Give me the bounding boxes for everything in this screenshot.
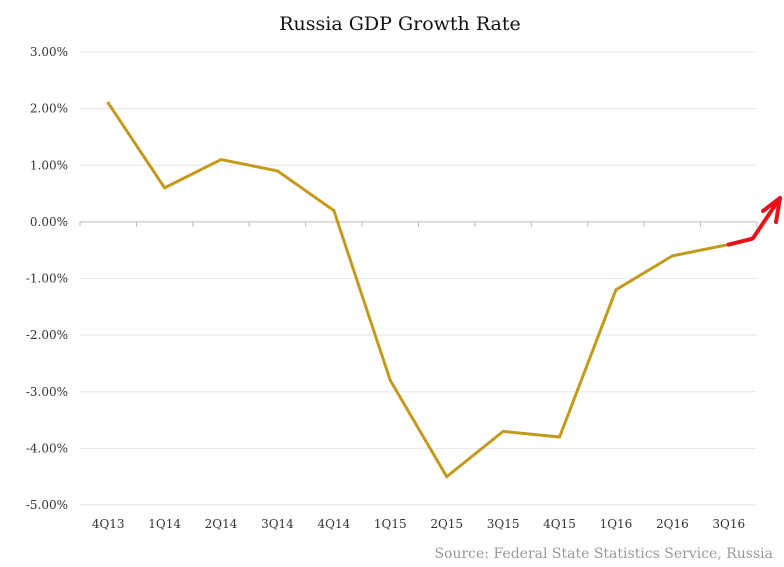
data-point — [501, 429, 505, 433]
chart-title: Russia GDP Growth Rate — [279, 13, 521, 35]
x-tick-label: 4Q13 — [92, 517, 125, 531]
x-tick-label: 2Q15 — [430, 517, 463, 531]
arrow-head — [761, 196, 782, 224]
x-tick-label: 3Q15 — [487, 517, 520, 531]
y-tick-label: 0.00% — [30, 215, 68, 229]
arrow-shaft — [726, 196, 782, 247]
data-point — [388, 378, 392, 382]
data-point — [219, 158, 223, 162]
data-point — [445, 475, 449, 479]
red-arrow-annotation — [726, 196, 782, 247]
x-tick-label: 1Q14 — [148, 517, 181, 531]
y-tick-label: 3.00% — [30, 45, 68, 59]
source-note: Source: Federal State Statistics Service… — [434, 546, 773, 562]
y-tick-label: -1.00% — [26, 272, 68, 286]
data-point — [614, 288, 618, 292]
y-tick-label: -4.00% — [26, 441, 68, 455]
y-tick-label: 2.00% — [30, 102, 68, 116]
data-point — [670, 254, 674, 258]
x-tick-label: 4Q15 — [543, 517, 576, 531]
data-point — [332, 209, 336, 213]
y-tick-label: -5.00% — [26, 498, 68, 512]
x-tick-label: 2Q14 — [205, 517, 238, 531]
x-tick-label: 2Q16 — [656, 517, 689, 531]
x-tick-label: 4Q14 — [318, 517, 351, 531]
y-tick-label: -3.00% — [26, 385, 68, 399]
x-tick-label: 3Q14 — [261, 517, 294, 531]
x-tick-label: 1Q15 — [374, 517, 407, 531]
data-point — [163, 186, 167, 190]
data-point — [558, 435, 562, 439]
data-point — [275, 169, 279, 173]
x-tick-label: 1Q16 — [600, 517, 633, 531]
y-tick-label: 1.00% — [30, 158, 68, 172]
y-tick-label: -2.00% — [26, 328, 68, 342]
x-tick-label: 3Q16 — [712, 517, 745, 531]
data-point — [106, 101, 110, 105]
series-line — [106, 102, 730, 479]
